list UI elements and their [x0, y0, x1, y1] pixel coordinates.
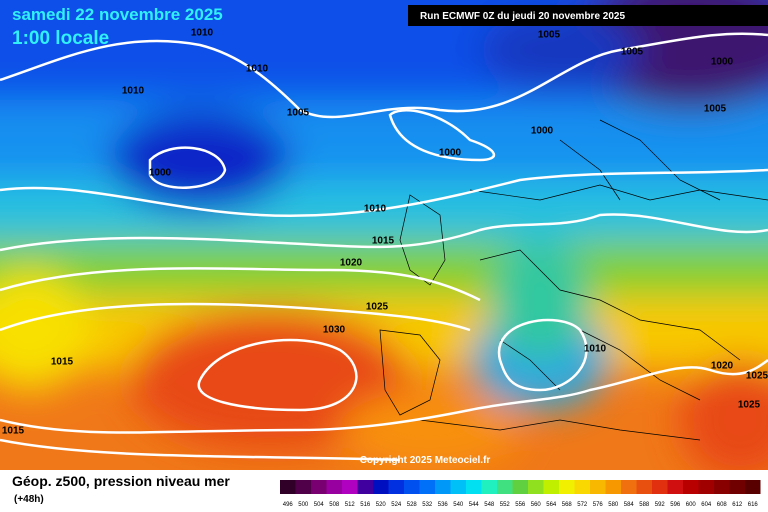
colorbar-swatch — [621, 480, 637, 494]
colorbar-label: 596 — [670, 502, 681, 508]
colorbar-label: 592 — [655, 502, 666, 508]
colorbar-swatch — [497, 480, 513, 494]
colorbar-label: 548 — [484, 502, 495, 508]
colorbar-label: 616 — [748, 502, 759, 508]
isobar-label: 1015 — [372, 236, 395, 247]
colorbar-swatch — [574, 480, 590, 494]
time: 1:00 locale — [12, 28, 109, 49]
colorbar-swatch — [667, 480, 683, 494]
colorbar-label: 512 — [345, 502, 356, 508]
colorbar-swatch — [559, 480, 575, 494]
isobar-label: 1025 — [366, 302, 389, 313]
colorbar-label: 588 — [639, 502, 650, 508]
isobar-label: 1020 — [711, 361, 734, 372]
colorbar-swatch — [605, 480, 621, 494]
colorbar-label: 524 — [391, 502, 402, 508]
colorbar-swatch — [590, 480, 606, 494]
colorbar-label: 572 — [577, 502, 588, 508]
date: samedi 22 novembre 2025 — [12, 5, 223, 24]
isobar-label: 1015 — [51, 357, 74, 368]
colorbar-swatch — [388, 480, 404, 494]
isobar-label: 1000 — [149, 168, 172, 179]
isobar-label: 1010 — [364, 204, 387, 215]
colorbar-swatch — [466, 480, 482, 494]
isobar-label: 1025 — [738, 400, 761, 411]
colorbar: 496 500 504 508 512 516 520 524 528 532 536 540 544 5… — [280, 480, 761, 508]
colorbar-swatch — [714, 480, 730, 494]
colorbar-label: 600 — [686, 502, 697, 508]
colorbar-label: 536 — [438, 502, 449, 508]
colorbar-swatch — [683, 480, 699, 494]
colorbar-swatch — [698, 480, 714, 494]
isobar-label: 1000 — [439, 148, 462, 159]
colorbar-label: 604 — [701, 502, 712, 508]
footer-title: Géop. z500, pression niveau mer — [12, 473, 230, 489]
colorbar-swatch — [636, 480, 652, 494]
colorbar-label: 568 — [562, 502, 573, 508]
colorbar-label: 496 — [283, 502, 294, 508]
colorbar-swatch — [481, 480, 497, 494]
colorbar-label: 584 — [624, 502, 635, 508]
colorbar-label: 532 — [422, 502, 433, 508]
colorbar-swatch — [295, 480, 311, 494]
colorbar-label: 560 — [531, 502, 542, 508]
colorbar-label: 564 — [546, 502, 557, 508]
colorbar-swatch — [280, 480, 296, 494]
run-info: Run ECMWF 0Z du jeudi 20 novembre 2025 — [420, 11, 625, 22]
colorbar-label: 540 — [453, 502, 464, 508]
copyright: Copyright 2025 Meteociel.fr — [360, 455, 491, 466]
colorbar-label: 520 — [376, 502, 387, 508]
colorbar-swatch — [512, 480, 528, 494]
isobar-label: 1005 — [621, 47, 644, 58]
colorbar-swatch — [357, 480, 373, 494]
colorbar-label: 556 — [515, 502, 526, 508]
colorbar-label: 608 — [717, 502, 728, 508]
colorbar-label: 552 — [500, 502, 511, 508]
colorbar-label: 516 — [360, 502, 371, 508]
colorbar-label: 576 — [593, 502, 604, 508]
field — [0, 0, 768, 470]
colorbar-swatch — [373, 480, 389, 494]
colorbar-label: 508 — [329, 502, 340, 508]
colorbar-swatch — [450, 480, 466, 494]
colorbar-swatch — [745, 480, 761, 494]
colorbar-swatch — [404, 480, 420, 494]
colorbar-swatch — [435, 480, 451, 494]
footer-lead: (+48h) — [14, 494, 44, 505]
isobar-label: 1010 — [246, 64, 269, 75]
isobar-label: 1005 — [287, 108, 310, 119]
colorbar-swatch — [326, 480, 342, 494]
isobar-label: 1030 — [323, 325, 346, 336]
colorbar-swatch — [419, 480, 435, 494]
colorbar-swatch — [342, 480, 358, 494]
isobar-label: 1000 — [531, 126, 554, 137]
isobar-label: 1010 — [584, 344, 607, 355]
colorbar-label: 504 — [314, 502, 325, 508]
isobar-label: 1025 — [746, 371, 768, 382]
isobar-label: 1015 — [2, 426, 25, 437]
colorbar-swatch — [652, 480, 668, 494]
colorbar-swatch — [528, 480, 544, 494]
colorbar-label: 500 — [298, 502, 309, 508]
isobar-labels: 1010 1010 1010 1005 1000 1005 1005 1000 … — [2, 28, 768, 437]
colorbar-swatch — [311, 480, 327, 494]
colorbar-label: 528 — [407, 502, 418, 508]
colorbar-label: 580 — [608, 502, 619, 508]
isobar-label: 1010 — [191, 28, 214, 39]
colorbar-label: 612 — [732, 502, 743, 508]
colorbar-swatch — [543, 480, 559, 494]
isobar-label: 1005 — [538, 30, 561, 41]
colorbar-swatch — [729, 480, 745, 494]
colorbar-label: 544 — [469, 502, 480, 508]
isobar-label: 1010 — [122, 86, 145, 97]
isobar-label: 1000 — [711, 57, 734, 68]
isobar-label: 1020 — [340, 258, 363, 269]
isobar-label: 1005 — [704, 104, 727, 115]
